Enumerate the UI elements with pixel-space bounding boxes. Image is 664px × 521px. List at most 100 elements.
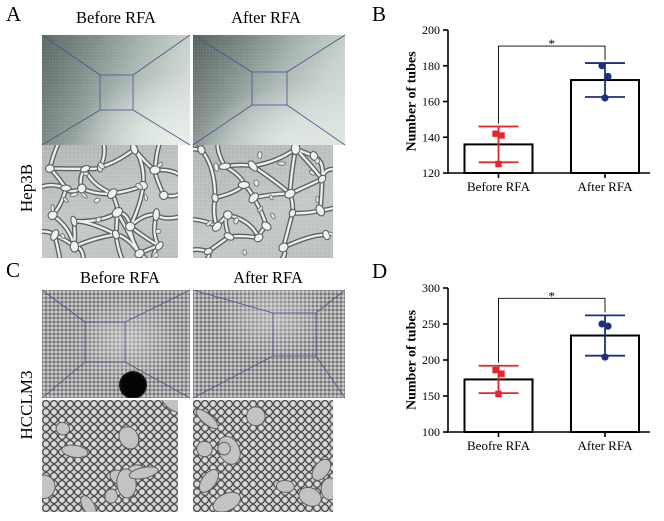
significance-star: * (549, 36, 556, 51)
data-point-square (495, 160, 502, 168)
y-tick-label: 160 (422, 95, 440, 109)
y-tick-label: 180 (422, 59, 440, 73)
y-axis-title: Number of tubes (405, 309, 420, 410)
single-cell (205, 219, 213, 227)
x-tick-label: Before RFA (467, 179, 531, 194)
data-point-circle (601, 94, 609, 102)
cell-free-space (298, 486, 322, 507)
cell-free-space (311, 458, 332, 481)
y-tick-label: 200 (422, 23, 440, 37)
y-tick-label: 120 (422, 166, 440, 180)
cell-cluster (278, 242, 289, 253)
cell-cluster (218, 162, 232, 171)
cell-cluster (77, 183, 87, 194)
x-tick-label: After RFA (577, 179, 633, 194)
cell-free-space (217, 441, 231, 456)
panel-label-a: A (6, 2, 22, 26)
hep3b-after-tube-network (193, 145, 333, 258)
cell-free-space (118, 426, 140, 450)
cell-cluster (130, 145, 139, 155)
single-cell (268, 194, 274, 201)
single-cell (242, 249, 247, 256)
cell-cluster (111, 229, 120, 240)
cell-free-space (198, 469, 219, 493)
cell-free-space (104, 488, 119, 504)
cell-free-space (80, 495, 97, 512)
single-cell (257, 205, 264, 213)
single-cell (314, 158, 321, 165)
cell-free-space (320, 477, 333, 501)
cell-cluster (47, 210, 58, 221)
x-tick-label: Beofre RFA (467, 438, 531, 453)
y-tick-label: 250 (422, 317, 440, 331)
cell-cluster (159, 190, 169, 200)
y-tick-label: 140 (422, 130, 440, 144)
single-cell (97, 162, 105, 170)
y-tick-label: 300 (422, 281, 440, 295)
x-tick-label: After RFA (577, 438, 633, 453)
cell-cluster (152, 208, 160, 222)
cell-cluster (223, 232, 235, 241)
data-point-square (495, 390, 502, 398)
panel-label-b: B (372, 2, 387, 26)
cell-free-space (161, 400, 178, 415)
hcclm3-before-zoom-image (42, 400, 178, 512)
significance-star: * (549, 288, 556, 303)
single-cell (276, 161, 287, 166)
single-cell (154, 228, 162, 234)
cell-free-space (275, 479, 295, 493)
single-cell (93, 197, 101, 204)
cell-cluster (237, 180, 251, 189)
hep3b-after-overview-image (193, 35, 345, 145)
cell-cluster (211, 193, 219, 203)
cell-cluster (80, 164, 91, 173)
hcclm3-before-overview-image (42, 290, 190, 398)
cell-cluster (154, 241, 164, 251)
y-tick-label: 200 (422, 353, 440, 367)
hep3b-before-tube-network (42, 145, 178, 258)
data-point-circle (604, 322, 612, 330)
cell-cluster (44, 164, 55, 173)
hep3b-before-zoom-image (42, 145, 178, 258)
cell-cluster (222, 210, 233, 220)
cell-cluster (60, 184, 72, 192)
cell-cluster (134, 248, 145, 258)
cell-cluster (261, 221, 272, 231)
significance-bracket (498, 297, 606, 363)
cell-free-space (245, 406, 266, 427)
single-cell (80, 192, 88, 199)
data-point-square (498, 132, 505, 139)
single-cell (257, 151, 263, 160)
cell-cluster (50, 229, 60, 241)
panel-a-before-title: Before RFA (76, 8, 156, 27)
cell-cluster (284, 188, 296, 199)
cell-free-mottled-area (213, 290, 333, 360)
cell-line-label-hep3b: Hep3B (17, 163, 36, 213)
single-cell (327, 231, 333, 237)
cell-cluster (211, 221, 223, 232)
hep3b-after-zoom-image (193, 145, 333, 258)
cell-cluster (125, 221, 136, 232)
hcclm3-after-cell-pattern (195, 406, 333, 512)
single-cell (153, 252, 159, 258)
data-point-circle (601, 353, 609, 361)
cell-free-space (42, 474, 56, 500)
hcclm3-before-cell-pattern (42, 400, 178, 512)
single-cell (253, 179, 260, 187)
tube-core (251, 164, 292, 195)
single-cell (50, 204, 55, 213)
data-point-square (498, 370, 505, 377)
cell-free-space (196, 440, 213, 458)
single-cell (95, 216, 102, 223)
cell-cluster (290, 145, 301, 156)
cell-cluster (288, 208, 297, 218)
cell-cluster (203, 247, 213, 256)
single-cell (60, 233, 66, 239)
cell-free-space (195, 408, 219, 430)
data-point-circle (604, 72, 612, 81)
cell-free-space (128, 466, 159, 480)
cell-free-space (212, 491, 241, 512)
air-bubble-artifact (119, 371, 147, 398)
hcclm3-after-cell-pattern-image (193, 400, 333, 512)
